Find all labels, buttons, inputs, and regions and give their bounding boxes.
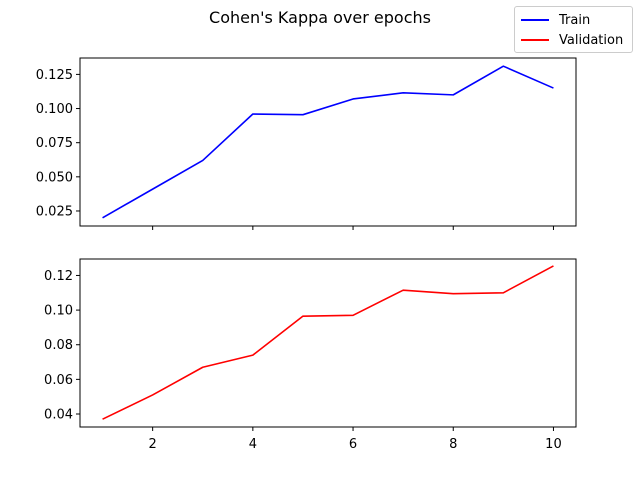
train-axes-frame <box>79 57 577 227</box>
legend-label-train: Train <box>559 12 591 28</box>
validation-xtick-label: 2 <box>149 437 157 452</box>
train-ytick-label: 0.050 <box>36 170 73 185</box>
validation-xtick-label: 10 <box>545 437 562 452</box>
validation-series-line <box>102 265 554 420</box>
validation-xtick-label: 6 <box>349 437 357 452</box>
legend-item-train: Train <box>521 11 590 29</box>
validation-axes-frame <box>79 258 577 428</box>
chart-title: Cohen's Kappa over epochs <box>209 8 431 27</box>
validation-ytick-label: 0.10 <box>44 304 73 319</box>
legend: Train Validation <box>514 6 633 53</box>
legend-swatch-train <box>521 19 549 21</box>
train-series-line <box>102 65 554 219</box>
legend-label-validation: Validation <box>559 32 624 48</box>
validation-ytick-label: 0.06 <box>44 373 73 388</box>
train-ytick-label: 0.100 <box>36 102 73 117</box>
validation-ytick-label: 0.08 <box>44 338 73 353</box>
validation-xtick-label: 4 <box>249 437 257 452</box>
train-axes: 0.025 0.050 0.075 0.100 0.125 <box>36 57 577 230</box>
validation-xtick-label: 8 <box>449 437 457 452</box>
train-ytick-label: 0.025 <box>36 204 73 219</box>
train-ytick-label: 0.125 <box>36 68 73 83</box>
train-ytick-label: 0.075 <box>36 136 73 151</box>
validation-axes: 0.04 0.06 0.08 0.10 0.12 2 4 6 8 10 <box>44 258 577 452</box>
validation-ytick-label: 0.12 <box>44 269 73 284</box>
legend-item-validation: Validation <box>521 31 623 49</box>
legend-swatch-validation <box>521 39 549 41</box>
validation-ytick-label: 0.04 <box>44 408 73 423</box>
